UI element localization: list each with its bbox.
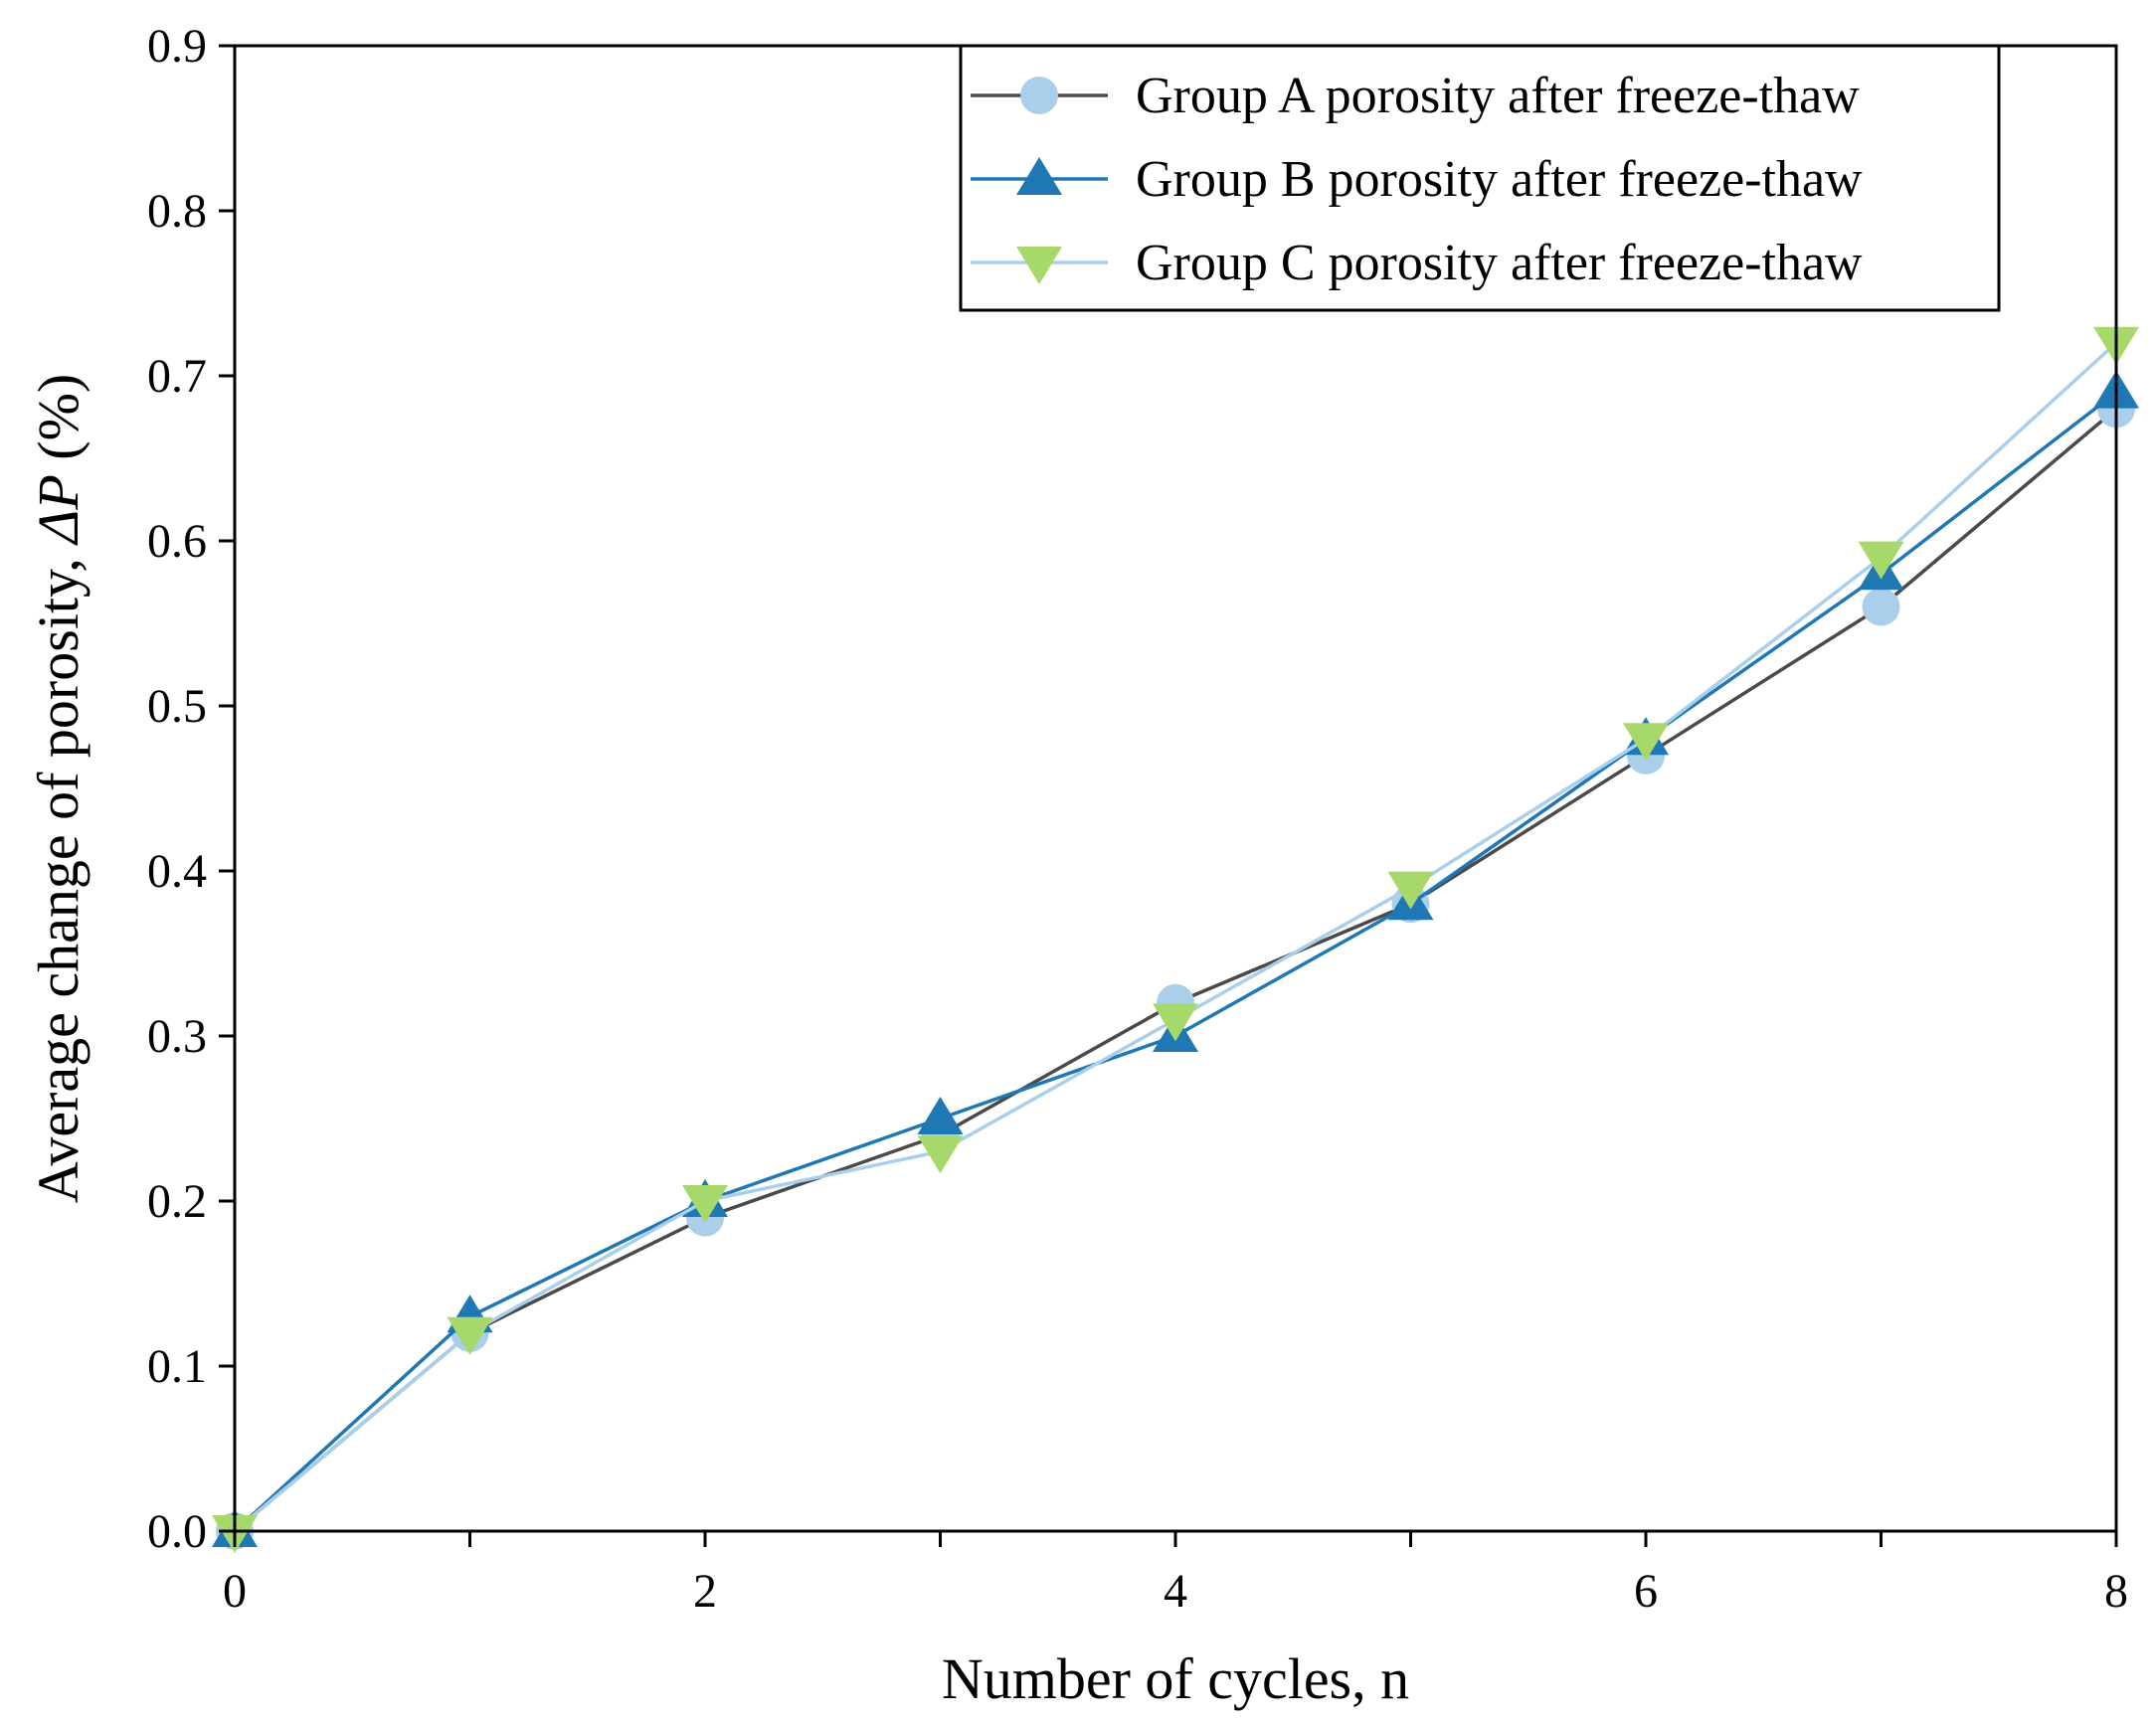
data-point	[1862, 588, 1900, 626]
data-point	[1623, 723, 1669, 762]
x-tick-label: 4	[1164, 1565, 1187, 1618]
y-tick-label: 0.1	[147, 1340, 207, 1393]
x-axis-title: Number of cycles, n	[942, 1646, 1409, 1711]
series-line	[233, 341, 2118, 1533]
legend-item: Group B porosity after freeze-thaw	[971, 151, 1863, 208]
data-point	[1387, 871, 1434, 910]
y-axis: 0.0 0.1 0.2 0.3 0.4 0.5 0.6 0.7 0.8 0.9	[147, 20, 235, 1558]
y-tick-label: 0.3	[147, 1010, 207, 1063]
y-axis-title-symbol: ΔP	[26, 474, 90, 545]
series-c	[212, 326, 2139, 1553]
legend-item: Group C porosity after freeze-thaw	[971, 235, 1863, 291]
series-a	[216, 390, 2135, 1550]
y-axis-title-text: Average change of porosity,	[26, 544, 90, 1204]
y-tick-label: 0.6	[147, 515, 207, 568]
x-axis: 0 2 4 6 8	[223, 1531, 2128, 1618]
data-point	[682, 1185, 728, 1223]
legend-label: Group B porosity after freeze-thaw	[1136, 151, 1863, 208]
y-tick-label: 0.0	[147, 1505, 207, 1558]
legend-marker	[1016, 157, 1062, 195]
x-tick-label: 6	[1634, 1565, 1658, 1618]
y-axis-title-unit: (%)	[26, 374, 90, 474]
y-tick-label: 0.2	[147, 1175, 207, 1228]
x-tick-label: 8	[2104, 1565, 2128, 1618]
x-tick-label: 0	[223, 1565, 247, 1618]
x-tick-label: 2	[693, 1565, 717, 1618]
legend-label: Group A porosity after freeze-thaw	[1136, 68, 1860, 124]
y-tick-label: 0.8	[147, 185, 207, 238]
legend-marker	[1016, 247, 1062, 284]
series-b	[212, 370, 2139, 1547]
legend-box	[959, 44, 2001, 312]
legend: Group A porosity after freeze-thaw Group …	[959, 44, 2001, 312]
data-point	[917, 1135, 964, 1174]
data-point	[1153, 1003, 1198, 1042]
data-point	[917, 1097, 964, 1134]
y-tick-label: 0.5	[147, 680, 207, 733]
series-layer	[212, 326, 2139, 1553]
series-line	[233, 391, 2118, 1533]
y-tick-label: 0.7	[147, 350, 207, 403]
data-point	[447, 1316, 493, 1355]
legend-marker	[1020, 77, 1058, 114]
series-line	[233, 407, 2118, 1533]
y-tick-label: 0.4	[147, 845, 207, 898]
y-axis-title: Average change of porosity, ΔP (%)	[26, 374, 90, 1203]
y-tick-label: 0.9	[147, 20, 207, 73]
data-point	[1858, 541, 1904, 580]
legend-label: Group C porosity after freeze-thaw	[1136, 235, 1863, 291]
legend-item: Group A porosity after freeze-thaw	[971, 68, 1860, 124]
